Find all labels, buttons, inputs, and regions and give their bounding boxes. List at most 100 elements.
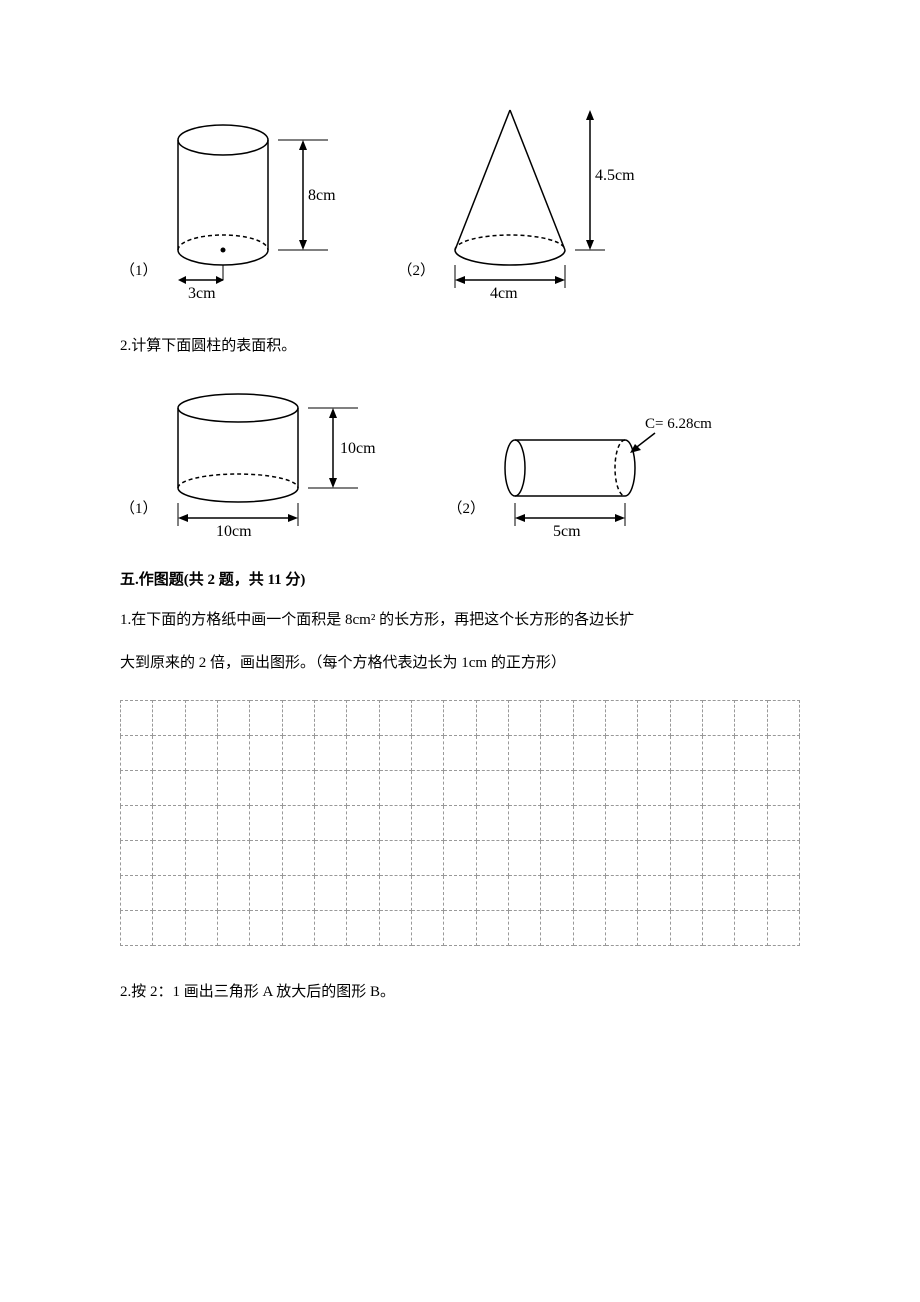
grid-cell xyxy=(411,771,443,806)
grid-cell xyxy=(121,911,153,946)
circumference-label: C= 6.28cm xyxy=(645,416,712,432)
grid-cell xyxy=(735,841,767,876)
grid-cell xyxy=(541,736,573,771)
grid-cell xyxy=(573,806,605,841)
q5-2-text: 2.按 2：1 画出三角形 A 放大后的图形 B。 xyxy=(120,976,800,1009)
grid-cell xyxy=(153,701,185,736)
grid-cell xyxy=(379,841,411,876)
grid-cell xyxy=(638,841,670,876)
grid-cell xyxy=(217,701,249,736)
question-2-text: 2.计算下面圆柱的表面积。 xyxy=(120,330,800,363)
grid-cell xyxy=(541,701,573,736)
grid-cell xyxy=(444,806,476,841)
grid-cell xyxy=(573,771,605,806)
cone-diameter-label: 4cm xyxy=(490,285,518,300)
grid-cell xyxy=(476,771,508,806)
grid-cell xyxy=(670,806,702,841)
grid-cell xyxy=(250,841,282,876)
grid-cell xyxy=(347,911,379,946)
grid-cell xyxy=(217,911,249,946)
cylinder-diagram-3: C= 6.28cm 5cm xyxy=(495,408,725,538)
grid-cell xyxy=(379,736,411,771)
grid-cell xyxy=(217,736,249,771)
grid-cell xyxy=(767,771,799,806)
grid-cell xyxy=(347,841,379,876)
grid-cell xyxy=(573,876,605,911)
grid-cell xyxy=(250,876,282,911)
grid-cell xyxy=(121,841,153,876)
grid-cell xyxy=(411,736,443,771)
grid-cell xyxy=(379,701,411,736)
cone-diagram: 4cm 4.5cm xyxy=(445,100,645,300)
grid-cell xyxy=(153,771,185,806)
cyl2-diameter-label: 10cm xyxy=(216,523,252,538)
grid-cell xyxy=(217,806,249,841)
grid-cell xyxy=(379,876,411,911)
grid-cell xyxy=(444,876,476,911)
grid-cell xyxy=(476,911,508,946)
figure-item-2: （2） 4cm 4.5cm xyxy=(398,100,646,300)
grid-cell xyxy=(508,841,540,876)
grid-cell xyxy=(541,876,573,911)
grid-cell xyxy=(702,736,734,771)
figure3-label: （1） xyxy=(120,497,158,518)
grid-cell xyxy=(476,701,508,736)
grid-cell xyxy=(314,841,346,876)
grid-cell xyxy=(476,806,508,841)
grid-cell xyxy=(767,701,799,736)
grid-cell xyxy=(121,736,153,771)
grid-cell xyxy=(638,701,670,736)
grid-cell xyxy=(347,771,379,806)
grid-cell xyxy=(185,701,217,736)
grid-cell xyxy=(767,806,799,841)
grid-cell xyxy=(605,701,637,736)
grid-cell xyxy=(250,701,282,736)
grid-cell xyxy=(508,736,540,771)
grid-cell xyxy=(573,736,605,771)
grid-cell xyxy=(702,701,734,736)
grid-cell xyxy=(121,876,153,911)
grid-cell xyxy=(153,911,185,946)
grid-cell xyxy=(282,841,314,876)
grid-cell xyxy=(250,806,282,841)
grid-cell xyxy=(282,911,314,946)
grid-cell xyxy=(185,911,217,946)
grid-cell xyxy=(411,876,443,911)
grid-cell xyxy=(314,911,346,946)
figure1-label: （1） xyxy=(120,259,158,280)
grid-cell xyxy=(444,841,476,876)
grid-cell xyxy=(121,806,153,841)
grid-cell xyxy=(185,806,217,841)
grid-cell xyxy=(282,736,314,771)
grid-container xyxy=(120,700,800,946)
grid-cell xyxy=(767,911,799,946)
grid-cell xyxy=(185,841,217,876)
grid-cell xyxy=(735,806,767,841)
grid-cell xyxy=(508,876,540,911)
grid-cell xyxy=(476,736,508,771)
grid-cell xyxy=(314,701,346,736)
grid-cell xyxy=(670,701,702,736)
grid-cell xyxy=(153,841,185,876)
grid-cell xyxy=(702,806,734,841)
grid-cell xyxy=(702,911,734,946)
grid-cell xyxy=(573,841,605,876)
grid-cell xyxy=(153,876,185,911)
grid-cell xyxy=(670,771,702,806)
grid-cell xyxy=(638,806,670,841)
grid-cell xyxy=(217,771,249,806)
grid-cell xyxy=(250,736,282,771)
grid-cell xyxy=(347,876,379,911)
grid-cell xyxy=(250,771,282,806)
grid-cell xyxy=(411,806,443,841)
grid-cell xyxy=(573,911,605,946)
grid-cell xyxy=(605,806,637,841)
figure2-label: （2） xyxy=(398,259,436,280)
grid-cell xyxy=(508,911,540,946)
grid-cell xyxy=(379,771,411,806)
grid-cell xyxy=(250,911,282,946)
grid-cell xyxy=(185,771,217,806)
grid-cell xyxy=(670,876,702,911)
grid-cell xyxy=(605,841,637,876)
cylinder-diagram-1: 3cm 8cm xyxy=(168,110,338,300)
